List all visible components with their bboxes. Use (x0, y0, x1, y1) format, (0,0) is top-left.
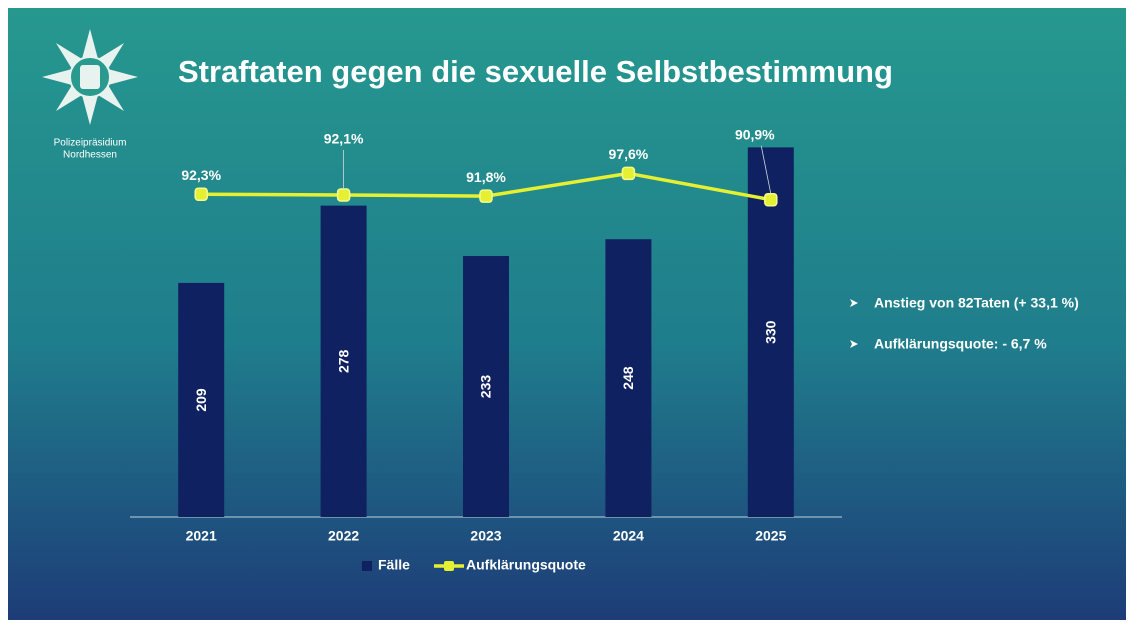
chart-title: Straftaten gegen die sexuelle Selbstbest… (178, 54, 893, 89)
x-tick-label: 2022 (328, 528, 359, 544)
bullet (850, 299, 858, 307)
org-name: Polizeipräsidium (54, 138, 127, 149)
leader-line (760, 145, 772, 194)
legend-swatch (444, 561, 454, 571)
bar (320, 205, 367, 517)
bar-value-label: 330 (763, 320, 779, 344)
bar-value-label: 248 (620, 366, 636, 390)
annotations: Anstieg von 82Taten (+ 33,1 %) Aufklärun… (850, 295, 1079, 352)
bar-value-label: 233 (478, 375, 494, 399)
annotation: Aufklärungsquote: - 6,7 % (874, 336, 1047, 352)
bullet (850, 340, 858, 348)
bar (605, 239, 652, 518)
logo (42, 29, 138, 125)
bar-value-label: 209 (193, 388, 209, 412)
legend-label: Fälle (378, 557, 410, 573)
annotation: Anstieg von 82Taten (+ 33,1 %) (874, 295, 1079, 311)
legend-swatch (362, 561, 372, 571)
x-tick-label: 2025 (755, 528, 786, 544)
line-value-label: 92,3% (181, 167, 221, 183)
bar (178, 282, 225, 517)
bar-value-label: 278 (335, 349, 351, 373)
org-name: Nordhessen (63, 150, 117, 161)
line-marker (621, 166, 636, 181)
line-marker (194, 187, 208, 201)
line-marker (479, 189, 493, 203)
line-value-label: 91,8% (466, 169, 506, 185)
x-tick-label: 2023 (470, 528, 501, 544)
bar (747, 147, 794, 517)
x-tick-label: 2024 (613, 528, 644, 544)
line-value-label: 92,1% (324, 131, 364, 147)
bar (463, 256, 509, 517)
line-value-label: 90,9% (735, 126, 775, 142)
line-marker (764, 192, 778, 207)
legend-label: Aufklärungsquote (466, 557, 586, 573)
line-value-label: 97,6% (609, 146, 649, 162)
line-marker (336, 188, 351, 202)
background (8, 8, 1126, 620)
x-tick-label: 2021 (186, 528, 217, 544)
